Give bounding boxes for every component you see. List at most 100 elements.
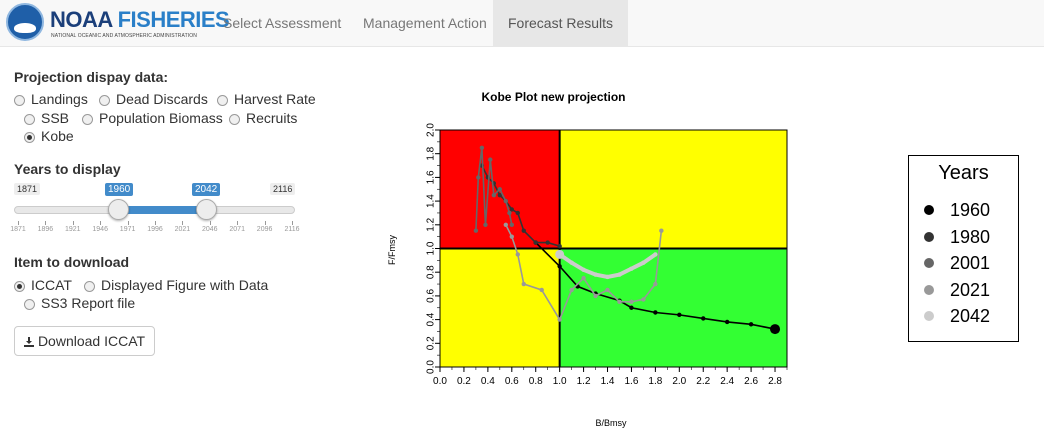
- legend-dot-icon: [924, 231, 934, 242]
- data-point-2021: [605, 287, 610, 293]
- data-point-1980: [521, 228, 526, 233]
- radio-icon: [99, 95, 110, 106]
- y-tick-label: 1.0: [426, 241, 437, 255]
- radio-iccat[interactable]: ICCAT: [14, 276, 72, 294]
- x-tick-label: 2.4: [720, 376, 734, 387]
- legend-dot-icon: [924, 205, 934, 215]
- slider-tick: [155, 221, 156, 225]
- radio-population-biomass[interactable]: Population Biomass: [82, 109, 223, 127]
- download-button[interactable]: Download ICCAT: [14, 326, 155, 356]
- data-point-2042: [555, 249, 565, 259]
- projection-label: Projection dispay data:: [14, 69, 169, 85]
- radio-icon: [24, 114, 35, 125]
- data-point-1980: [545, 240, 550, 245]
- download-icon: [23, 337, 34, 347]
- data-point-2021: [515, 252, 520, 257]
- x-tick-label: 0.0: [433, 376, 447, 387]
- data-point-2042: [653, 252, 658, 257]
- radio-landings[interactable]: Landings: [14, 90, 88, 108]
- data-point-2042: [581, 267, 586, 273]
- x-tick-label: 1.6: [624, 376, 638, 387]
- data-point-2001: [491, 192, 497, 198]
- legend-item: 1980: [924, 226, 990, 248]
- data-point-2001: [476, 175, 481, 180]
- data-point-1960: [653, 310, 658, 315]
- data-point-2001: [483, 222, 488, 227]
- slider-tick-label: 2021: [174, 226, 191, 233]
- years-range-slider[interactable]: 1871 2116 1960 2042 1871 1896 1921 1946 1971…: [10, 183, 300, 235]
- x-axis-label: B/Bmsy: [595, 418, 627, 428]
- tab-management-action[interactable]: Management Action: [363, 15, 487, 31]
- data-point-2001: [509, 222, 514, 227]
- data-point-1960: [724, 319, 730, 325]
- series-line-2001: [475, 147, 513, 231]
- slider-tick-label: 1871: [10, 226, 26, 233]
- legend-label: 1980: [950, 226, 991, 247]
- radio-recruits[interactable]: Recruits: [229, 109, 297, 127]
- radio-kobe[interactable]: Kobe: [24, 127, 74, 145]
- quadrant-bottom-left: [440, 248, 560, 367]
- data-point-2042: [569, 260, 574, 265]
- slider-ticks: 1871 1896 1921 1946 1971 1996 2021 2046 2071 2096…: [10, 221, 300, 235]
- navbar: NOAA FISHERIES NATIONAL OCEANIC AND ATMO…: [0, 0, 1044, 47]
- data-point-2001: [473, 228, 479, 233]
- y-tick-label: 1.8: [426, 146, 437, 160]
- radio-icon: [217, 95, 228, 106]
- x-tick-label: 1.4: [601, 376, 615, 387]
- years-legend: Years 1960 1980 2001 2021 2042: [908, 155, 1019, 342]
- data-point-1980: [533, 240, 538, 245]
- data-point-2021: [503, 222, 509, 227]
- series-line-1960: [535, 242, 776, 330]
- data-point-2021: [569, 287, 574, 293]
- radio-harvest-rate[interactable]: Harvest Rate: [217, 90, 316, 108]
- data-point-2021: [593, 293, 598, 299]
- slider-tick-label: 2096: [256, 226, 273, 233]
- slider-tick-label: 2116: [284, 226, 300, 233]
- logo-title: NOAA FISHERIES: [50, 7, 230, 32]
- slider-from-handle[interactable]: [108, 199, 129, 220]
- data-point-2021: [509, 234, 514, 239]
- legend-dot-icon: [924, 284, 934, 295]
- data-point-1980: [509, 207, 514, 212]
- y-tick-label: 0.4: [426, 312, 437, 326]
- radio-icon: [82, 114, 93, 125]
- radio-ss3-report[interactable]: SS3 Report file: [24, 294, 135, 312]
- chart-title: Kobe Plot new projection: [481, 90, 625, 104]
- data-point-1960: [701, 316, 706, 321]
- noaa-fisheries-logo[interactable]: NOAA FISHERIES NATIONAL OCEANIC AND ATMO…: [4, 3, 230, 43]
- tab-select-assessment[interactable]: Select Assessment: [223, 15, 342, 31]
- data-point-2001: [479, 145, 485, 150]
- tab-forecast-results[interactable]: Forecast Results: [493, 0, 629, 46]
- x-tick-label: 0.8: [529, 376, 543, 387]
- slider-from-label: 1960: [105, 183, 134, 196]
- slider-tick: [100, 221, 102, 225]
- slider-tick: [237, 221, 239, 225]
- data-point-2021: [581, 275, 586, 281]
- slider-to-handle[interactable]: [196, 199, 217, 220]
- legend-label: 2021: [950, 279, 991, 300]
- data-point-2042: [593, 272, 598, 277]
- radio-dead-discards[interactable]: Dead Discards: [99, 90, 208, 108]
- data-point-2021: [521, 281, 526, 287]
- slider-tick-label: 1921: [65, 226, 81, 233]
- legend-label: 2042: [950, 306, 991, 326]
- data-point-2021: [653, 281, 658, 287]
- slider-tick: [18, 221, 19, 225]
- radio-icon: [14, 95, 25, 106]
- radio-displayed-figure[interactable]: Displayed Figure with Data: [84, 276, 268, 294]
- data-point-2021: [557, 317, 562, 322]
- slider-tick-label: 1971: [119, 226, 136, 233]
- slider-max-label: 2116: [270, 183, 296, 195]
- legend-dot-icon: [924, 258, 934, 268]
- data-point-2042: [641, 260, 646, 265]
- x-tick-label: 1.8: [648, 376, 662, 387]
- radio-ssb[interactable]: SSB: [24, 109, 69, 127]
- x-tick-label: 2.8: [768, 376, 782, 387]
- data-point-2001: [503, 198, 509, 204]
- radio-selected-icon: [24, 132, 35, 143]
- radio-icon: [229, 114, 240, 125]
- slider-tick-label: 1946: [92, 226, 108, 233]
- data-point-2001: [507, 210, 512, 216]
- slider-tick: [209, 221, 211, 225]
- data-point-1960: [770, 324, 781, 335]
